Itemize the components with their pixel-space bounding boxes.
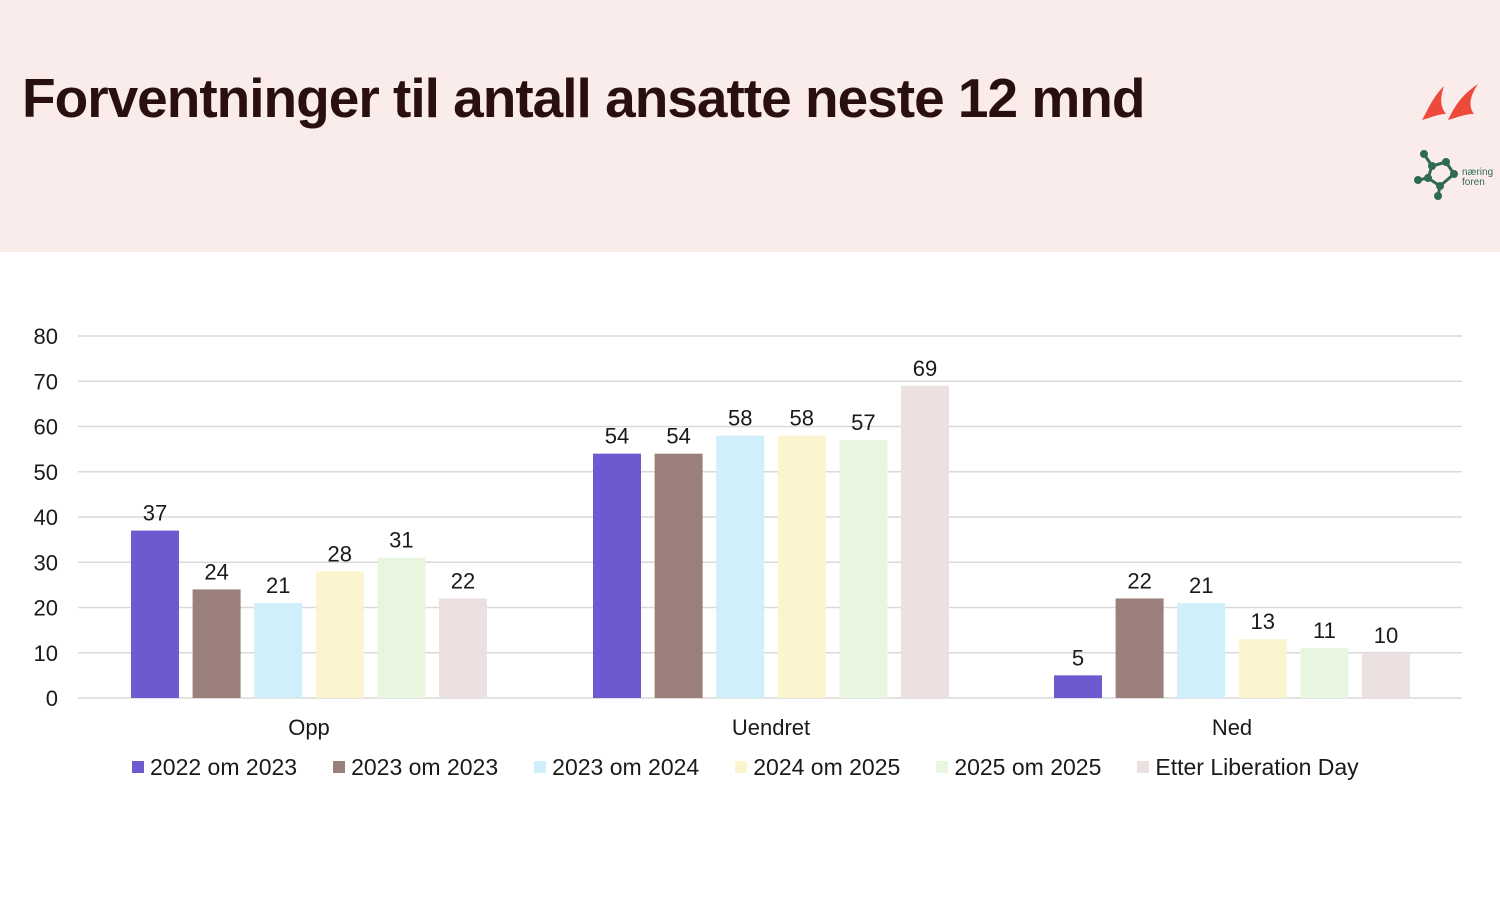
y-tick-label: 0 [46,686,58,711]
legend-swatch [534,761,547,773]
data-label: 5 [1072,645,1084,670]
y-tick-label: 80 [34,324,58,349]
bar [1238,639,1287,698]
flame-logo-icon [1422,84,1478,120]
data-label: 54 [666,424,690,449]
header-band: Forventninger til antall ansatte neste 1… [0,0,1500,252]
bar-chart: 0 10 20 30 40 50 60 70 80 37 24 21 28 31 22 Opp 54 54 58 58… [34,324,1462,740]
bar [654,453,703,698]
x-tick-label: Uendret [732,715,810,740]
data-label: 24 [204,559,228,584]
x-tick-label: Opp [288,715,330,740]
y-tick-label: 70 [34,369,58,394]
data-label: 54 [605,424,629,449]
bar [1115,598,1164,698]
legend-swatch [936,761,949,773]
bar [192,589,241,698]
bar [1362,652,1410,698]
legend-item: 2023 om 2024 [534,754,699,781]
data-label: 37 [143,501,167,526]
data-label: 58 [728,406,752,431]
legend-item: 2024 om 2025 [735,754,900,781]
y-tick-label: 20 [34,596,58,621]
legend-label: 2023 om 2024 [552,753,700,780]
bar [439,598,487,698]
legend-swatch [132,761,144,773]
bar [315,571,364,698]
data-label: 21 [266,573,290,598]
bar [777,435,826,698]
bar [131,530,179,698]
y-tick-label: 30 [34,550,58,575]
bar [1300,648,1349,698]
legend-label: Etter Liberation Day [1155,753,1359,780]
data-label: 21 [1189,573,1213,598]
legend-item: Etter Liberation Day [1137,753,1359,781]
data-label: 69 [913,356,937,381]
data-label: 13 [1251,609,1275,634]
chart-legend: 2022 om 2023 2023 om 2023 2023 om 2024 2024… [132,752,1359,782]
y-tick-label: 10 [34,641,58,666]
data-label: 22 [451,568,475,593]
bar [901,385,949,698]
legend-swatch [1137,761,1150,773]
data-label: 28 [328,541,352,566]
legend-item: 2025 om 2025 [936,754,1101,781]
data-label: 31 [389,528,413,553]
data-label: 11 [1313,618,1336,643]
data-label: 57 [851,410,875,435]
network-logo-icon: næring foren [1410,146,1500,202]
legend-swatch [735,761,748,773]
bar [593,453,641,698]
page-title: Forventninger til antall ansatte neste 1… [22,67,1145,129]
y-tick-label: 60 [34,415,58,440]
bar [254,602,303,698]
data-label: 22 [1127,568,1151,593]
legend-swatch [333,761,346,773]
bar [1177,602,1226,698]
legend-label: 2022 om 2023 [150,753,298,780]
y-tick-label: 50 [34,460,58,485]
bar [839,440,888,698]
bar [716,435,765,698]
y-tick-label: 40 [34,505,58,530]
legend-label: 2025 om 2025 [954,753,1102,780]
bar [377,557,426,698]
bar [1054,675,1102,698]
x-tick-label: Ned [1212,715,1252,740]
data-label: 58 [790,406,814,431]
legend-label: 2023 om 2023 [351,753,499,780]
legend-label: 2024 om 2025 [753,753,901,780]
data-label: 10 [1374,623,1398,648]
legend-item: 2023 om 2023 [333,754,498,781]
legend-item: 2022 om 2023 [132,754,297,781]
